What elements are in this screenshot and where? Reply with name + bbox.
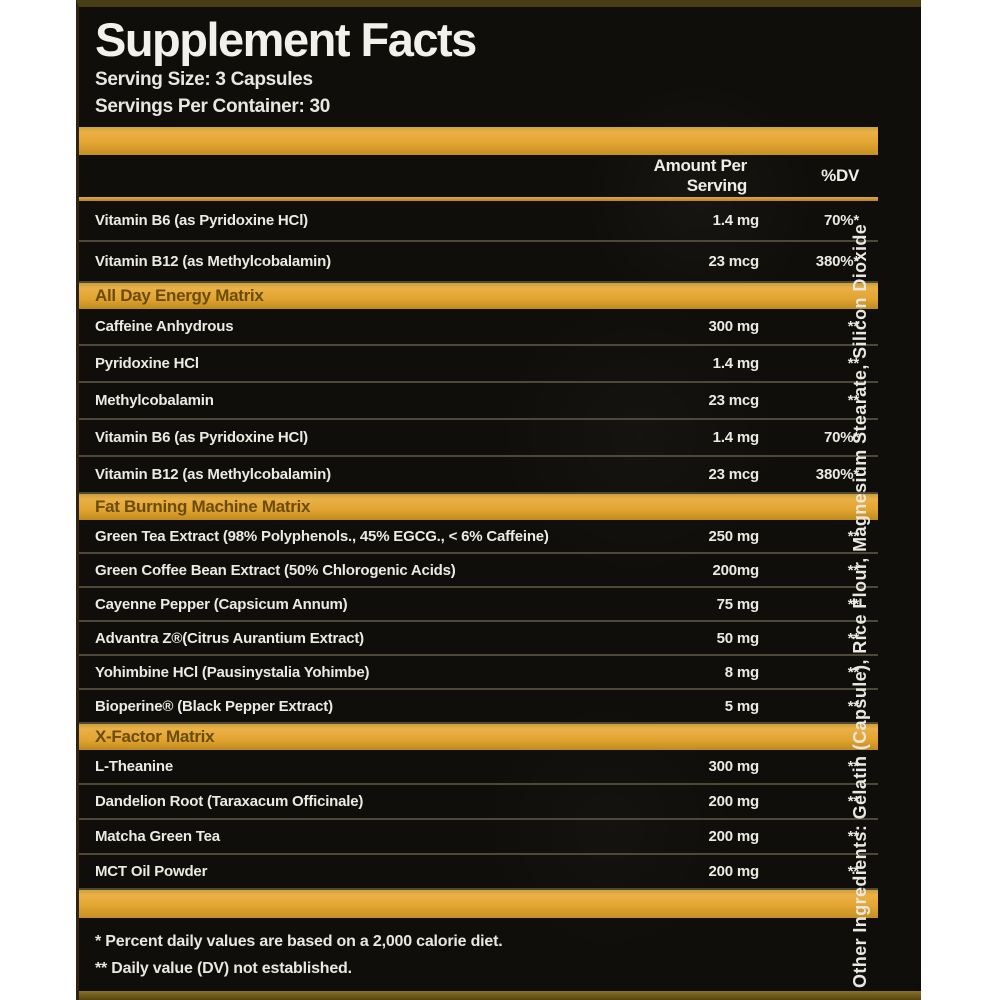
- ingredient-dv: **: [847, 828, 859, 846]
- page-title: Supplement Facts: [95, 13, 477, 66]
- ingredient-amount: 5 mg: [724, 697, 759, 715]
- ingredient-dv: 70%*: [823, 212, 859, 230]
- section-header-all-day-energy-matrix: All Day Energy Matrix: [79, 283, 878, 310]
- facts-panel: Supplement Facts Serving Size: 3 Capsule…: [79, 7, 878, 982]
- ingredient-name: Advantra Z®(Citrus Aurantium Extract): [95, 629, 364, 647]
- servings-per-container: Servings Per Container: 30: [95, 96, 331, 118]
- ingredient-amount: 23 mcg: [708, 466, 760, 484]
- footnote-daily-values: * Percent daily values are based on a 2,…: [95, 933, 503, 951]
- ingredient-row: Bioperine® (Black Pepper Extract) 5 mg *…: [79, 690, 878, 725]
- ingredient-name: MCT Oil Powder: [95, 863, 208, 881]
- ingredient-name: Pyridoxine HCl: [95, 355, 199, 373]
- ingredient-amount: 200mg: [712, 561, 759, 579]
- ingredient-row: Vitamin B6 (as Pyridoxine HCl) 1.4 mg 70…: [79, 201, 878, 243]
- ingredient-amount: 50 mg: [716, 629, 760, 647]
- ingredient-row: Matcha Green Tea 200 mg **: [79, 820, 878, 856]
- ingredient-dv: **: [847, 561, 859, 579]
- ingredient-dv: **: [847, 595, 859, 613]
- column-header-row: Amount Per Serving %DV: [79, 155, 878, 197]
- ingredient-amount: 200 mg: [708, 863, 760, 881]
- ingredient-row: Vitamin B6 (as Pyridoxine HCl) 1.4 mg 70…: [79, 420, 878, 458]
- ingredient-row: Green Coffee Bean Extract (50% Chlorogen…: [79, 554, 878, 589]
- ingredient-row: Yohimbine HCl (Pausinystalia Yohimbe) 8 …: [79, 656, 878, 691]
- ingredient-row: Caffeine Anhydrous 300 mg **: [79, 309, 878, 347]
- ingredient-amount: 300 mg: [708, 318, 760, 336]
- ingredient-dv: 380%*: [815, 466, 859, 484]
- ingredient-amount: 200 mg: [708, 793, 760, 811]
- ingredient-row: Methylcobalamin 23 mcg **: [79, 383, 878, 421]
- ingredient-dv: **: [847, 758, 859, 776]
- ingredient-dv: **: [847, 863, 859, 881]
- ingredient-amount: 300 mg: [708, 758, 760, 776]
- section-header-x-factor-matrix: X-Factor Matrix: [79, 724, 878, 751]
- ingredient-name: Dandelion Root (Taraxacum Officinale): [95, 793, 364, 811]
- ingredient-name: Cayenne Pepper (Capsicum Annum): [95, 595, 348, 613]
- ingredient-dv: 70%*: [823, 429, 859, 447]
- supplement-facts-label: Supplement Facts Serving Size: 3 Capsule…: [76, 0, 921, 1000]
- dv-column-header: %DV: [821, 166, 859, 186]
- bottom-edge-strip: [79, 991, 921, 1000]
- other-ingredients-vertical-text: Other Ingredients: Gelatin (Capsule), Ri…: [850, 223, 870, 988]
- ingredient-name: L-Theanine: [95, 758, 174, 776]
- ingredient-name: Methylcobalamin: [95, 392, 214, 410]
- ingredient-dv: **: [847, 318, 859, 336]
- ingredient-name: Green Coffee Bean Extract (50% Chlorogen…: [95, 561, 456, 579]
- ingredient-amount: 250 mg: [708, 527, 760, 545]
- ingredient-row: Dandelion Root (Taraxacum Officinale) 20…: [79, 785, 878, 821]
- ingredient-dv: **: [847, 392, 859, 410]
- ingredient-name: Vitamin B6 (as Pyridoxine HCl): [95, 429, 308, 447]
- ingredient-dv: **: [847, 697, 859, 715]
- ingredient-row: MCT Oil Powder 200 mg **: [79, 855, 878, 891]
- ingredient-amount: 23 mcg: [708, 253, 760, 271]
- ingredient-dv: **: [847, 355, 859, 373]
- ingredient-name: Yohimbine HCl (Pausinystalia Yohimbe): [95, 663, 370, 681]
- ingredient-row: Vitamin B12 (as Methylcobalamin) 23 mcg …: [79, 457, 878, 495]
- ingredient-dv: **: [847, 527, 859, 545]
- ingredient-amount: 1.4 mg: [712, 429, 760, 447]
- ingredient-row: Advantra Z®(Citrus Aurantium Extract) 50…: [79, 622, 878, 657]
- ingredient-row: Green Tea Extract (98% Polyphenols., 45%…: [79, 520, 878, 555]
- ingredient-amount: 23 mcg: [708, 392, 760, 410]
- ingredient-amount: 1.4 mg: [712, 212, 760, 230]
- ingredient-name: Caffeine Anhydrous: [95, 318, 234, 336]
- ingredient-row: L-Theanine 300 mg **: [79, 750, 878, 786]
- title-block: Supplement Facts Serving Size: 3 Capsule…: [79, 7, 878, 118]
- section-header-fat-burning-machine-matrix: Fat Burning Machine Matrix: [79, 494, 878, 521]
- gold-divider-top: [79, 127, 878, 156]
- ingredient-dv: **: [847, 663, 859, 681]
- ingredient-name: Vitamin B6 (as Pyridoxine HCl): [95, 212, 308, 230]
- ingredient-row: Vitamin B12 (as Methylcobalamin) 23 mcg …: [79, 242, 878, 284]
- ingredient-amount: 1.4 mg: [712, 355, 760, 373]
- ingredient-name: Bioperine® (Black Pepper Extract): [95, 697, 333, 715]
- ingredient-dv: **: [847, 793, 859, 811]
- ingredient-name: Green Tea Extract (98% Polyphenols., 45%…: [95, 527, 549, 545]
- ingredient-name: Vitamin B12 (as Methylcobalamin): [95, 253, 331, 271]
- ingredient-amount: 200 mg: [708, 828, 760, 846]
- ingredient-dv: **: [847, 629, 859, 647]
- ingredient-amount: 8 mg: [724, 663, 759, 681]
- serving-size: Serving Size: 3 Capsules: [95, 69, 313, 91]
- ingredient-row: Cayenne Pepper (Capsicum Annum) 75 mg **: [79, 588, 878, 623]
- gold-divider-bottom: [79, 890, 878, 919]
- footnote-dv-not-established: ** Daily value (DV) not established.: [95, 960, 352, 978]
- amount-column-header: Amount Per Serving: [653, 156, 748, 196]
- gold-line-divider: [79, 197, 878, 202]
- ingredient-row: Pyridoxine HCl 1.4 mg **: [79, 346, 878, 384]
- footnotes-block: * Percent daily values are based on a 2,…: [79, 918, 878, 982]
- ingredient-name: Matcha Green Tea: [95, 828, 220, 846]
- ingredient-name: Vitamin B12 (as Methylcobalamin): [95, 466, 331, 484]
- ingredient-amount: 75 mg: [716, 595, 760, 613]
- ingredient-dv: 380%*: [815, 253, 859, 271]
